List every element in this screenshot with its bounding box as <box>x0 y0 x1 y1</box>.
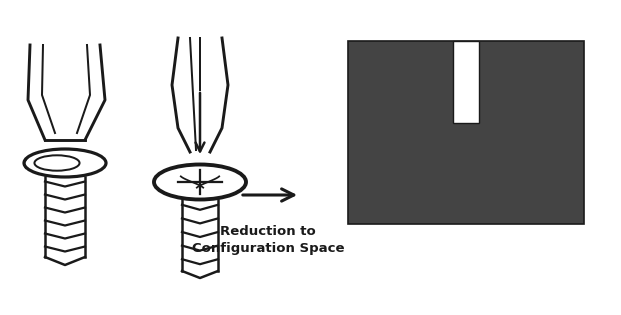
Bar <box>453 41 479 123</box>
Text: Reduction to: Reduction to <box>220 225 316 238</box>
Text: Configuration Space: Configuration Space <box>192 242 344 255</box>
Bar <box>348 41 584 224</box>
